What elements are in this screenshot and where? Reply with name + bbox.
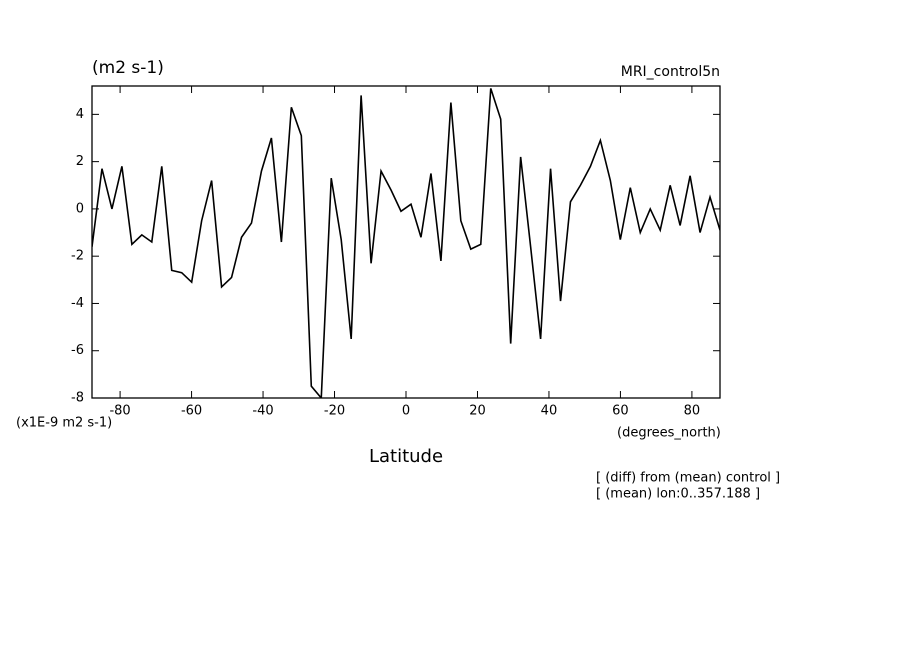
- x-tick-label: -20: [324, 404, 345, 419]
- x-axis-unit: (degrees_north): [617, 426, 721, 441]
- y-tick-label: -4: [71, 296, 84, 311]
- x-axis-label: Latitude: [369, 446, 443, 467]
- annotation: [ (diff) from (mean) control ]: [596, 471, 780, 486]
- data-line: [92, 88, 720, 398]
- x-tick-label: 80: [684, 404, 701, 419]
- x-tick-label: -80: [109, 404, 130, 419]
- x-tick-label: 20: [469, 404, 486, 419]
- y-tick-label: -8: [71, 391, 84, 406]
- y-axis-label: (x1E-9 m2 s-1): [16, 416, 112, 431]
- x-tick-label: -40: [252, 404, 273, 419]
- chart-subtitle: MRI_control5n: [621, 64, 720, 80]
- y-tick-label: -2: [71, 249, 84, 264]
- x-tick-label: 60: [612, 404, 629, 419]
- x-tick-label: -60: [181, 404, 202, 419]
- y-tick-label: 4: [76, 107, 84, 122]
- chart-title: (m2 s-1): [92, 58, 164, 78]
- x-tick-label: 40: [541, 404, 558, 419]
- annotation: [ (mean) lon:0..357.188 ]: [596, 487, 760, 502]
- y-tick-label: 2: [76, 154, 84, 169]
- y-tick-label: 0: [76, 201, 84, 216]
- y-tick-label: -6: [71, 343, 84, 358]
- x-tick-label: 0: [402, 404, 410, 419]
